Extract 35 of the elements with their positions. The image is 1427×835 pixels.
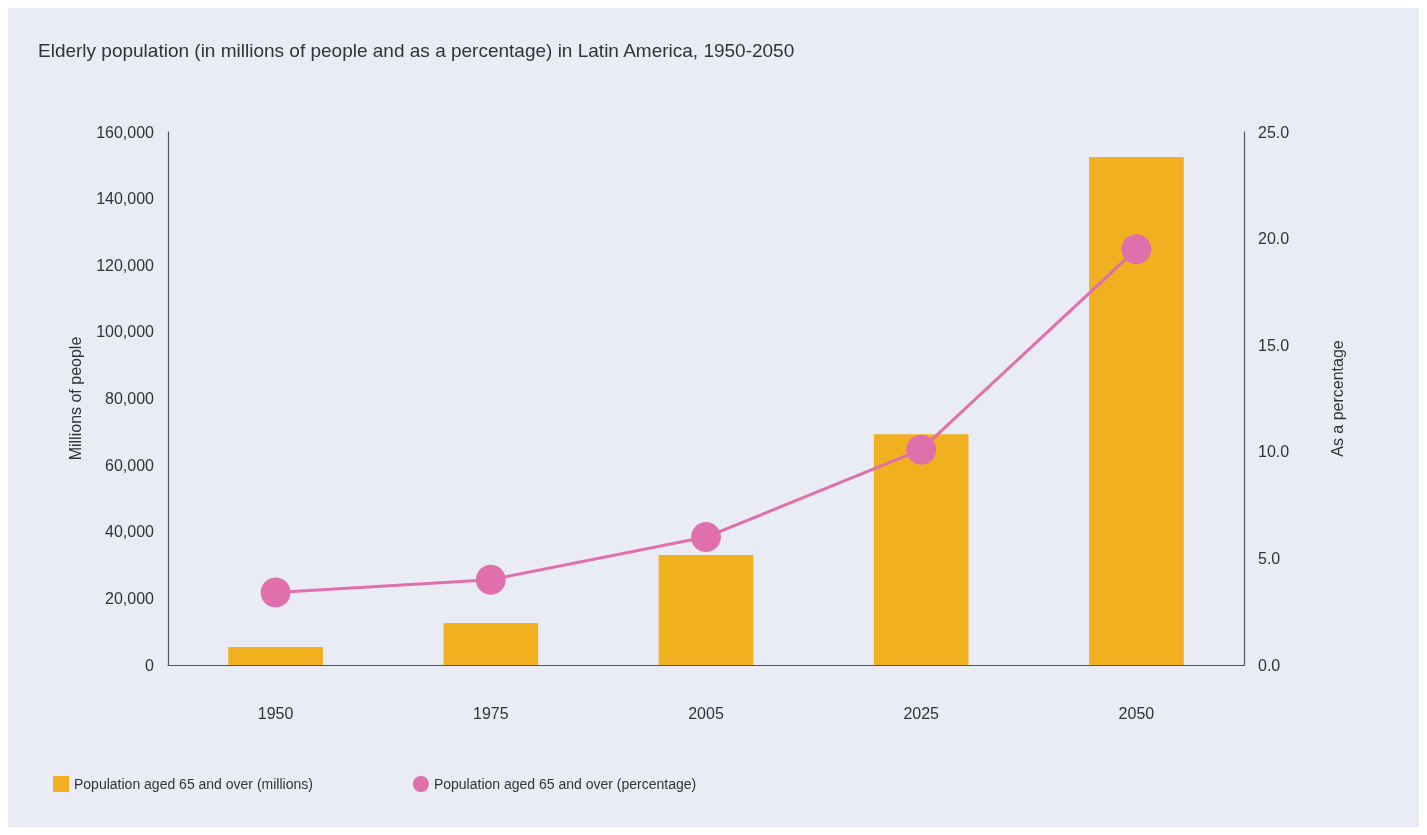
y-tick-label: 100,000	[96, 323, 155, 341]
x-tick-label: 2005	[688, 704, 724, 722]
point	[691, 522, 721, 553]
y-tick-label: 0	[145, 656, 155, 674]
point	[475, 564, 506, 595]
y2-tick-label: 0.0	[1258, 656, 1281, 674]
point	[260, 577, 291, 608]
y-tick-label: 40,000	[105, 523, 155, 541]
y-tick-label: 140,000	[96, 190, 155, 208]
bar	[228, 647, 323, 665]
x-tick-label: 1975	[473, 704, 509, 722]
bar	[1089, 156, 1184, 665]
y-axis-title: Millions of people	[66, 336, 84, 461]
y-tick-label: 120,000	[96, 256, 155, 274]
y2-tick-label: 5.0	[1258, 549, 1281, 567]
y-tick-label: 60,000	[105, 456, 155, 474]
y-tick-label: 20,000	[105, 589, 155, 607]
y2-axis-title: As a percentage	[1328, 340, 1346, 457]
point	[1121, 234, 1152, 265]
y-tick-label: 160,000	[96, 123, 155, 141]
y2-tick-label: 15.0	[1258, 336, 1290, 354]
bar	[873, 434, 969, 665]
y2-tick-label: 20.0	[1258, 230, 1290, 248]
legend-label: Population aged 65 and over (millions)	[74, 776, 313, 792]
x-tick-label: 2050	[1118, 704, 1155, 722]
bar	[443, 623, 539, 665]
chart-title: Elderly population (in millions of people and as a percentage) in Latin America, 1950-2050	[38, 40, 795, 61]
x-tick-label: 2025	[903, 704, 940, 722]
x-tick-label: 1950	[257, 704, 294, 722]
y2-tick-label: 10.0	[1258, 443, 1290, 461]
bar	[658, 555, 754, 665]
y-tick-label: 80,000	[105, 390, 155, 407]
legend-label: Population aged 65 and over (percentage)	[433, 776, 697, 792]
y2-tick-label: 25.0	[1258, 123, 1290, 141]
point	[906, 434, 937, 465]
